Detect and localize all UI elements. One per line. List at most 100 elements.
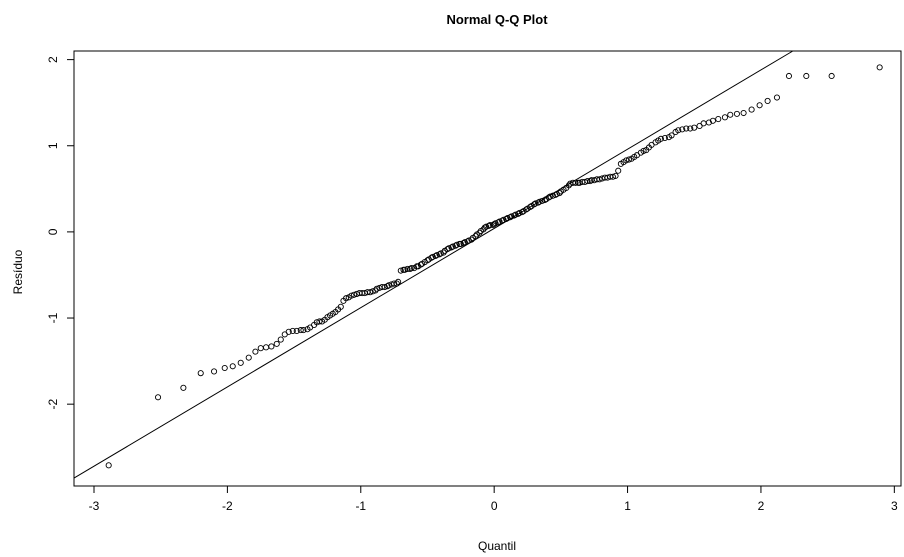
data-point [705,119,712,126]
data-point [445,245,452,252]
data-point [429,253,436,260]
data-point [675,127,682,134]
data-point [348,292,355,299]
data-point [552,191,559,198]
axes: -3 -2 -1 0 1 2 3 -2 -1 0 1 2 [46,56,898,513]
data-point [640,147,647,154]
data-point [764,97,771,105]
y-tick-label: -2 [46,399,60,410]
data-point [351,291,358,298]
data-point [393,280,400,287]
data-point [740,109,747,117]
data-point [263,344,270,351]
data-point [285,328,292,335]
data-point [316,318,323,325]
data-point [245,354,252,361]
data-point [293,327,300,335]
data-point [727,111,734,118]
y-axis-label: Resíduo [11,249,25,294]
data-point [289,327,296,335]
data-point [407,265,414,272]
data-point [464,238,471,245]
data-point [828,72,835,80]
data-point [461,239,468,246]
data-point [499,217,506,224]
data-point [503,215,510,223]
reference-line-group [73,50,794,479]
data-point [491,221,498,228]
data-point [500,216,507,223]
data-point [511,212,518,219]
plot-frame [73,50,902,487]
data-point [532,200,539,207]
data-point [547,193,554,200]
data-point [457,240,464,248]
data-point [448,244,455,251]
data-point [481,224,488,231]
data-point [596,176,603,183]
data-point [508,213,515,220]
data-point [668,132,675,139]
data-point [556,190,563,197]
data-point [691,124,698,131]
data-point [516,209,523,216]
x-tick-label: 3 [891,499,898,513]
reference-line [73,50,794,479]
data-point [472,233,479,240]
data-point [539,197,546,204]
data-point [803,72,810,80]
data-point [252,348,259,355]
data-point [343,295,350,302]
data-point [612,172,619,179]
data-point [683,125,690,132]
x-tick-label: -1 [355,499,366,513]
data-point [154,394,162,401]
data-point [507,214,514,221]
x-tick-label: 1 [624,499,631,513]
data-point [385,282,392,289]
data-point [257,345,264,352]
data-point [229,363,236,370]
data-point [587,178,594,185]
data-point [404,265,411,272]
data-point [384,283,391,290]
data-point [105,462,112,469]
data-point [395,278,402,285]
data-point [709,117,716,124]
x-tick-label: 2 [758,499,765,513]
data-point [221,364,228,372]
data-point [483,223,490,230]
data-point [453,241,460,248]
data-point [391,280,398,287]
data-point [428,254,435,261]
data-point [452,242,459,249]
y-tick-label: -1 [46,312,60,323]
data-point [512,211,519,218]
data-point [773,94,781,101]
data-point [623,157,630,164]
data-point [700,120,707,127]
data-point [440,249,447,256]
data-point [504,215,511,222]
data-point [687,125,694,132]
x-tick-label: -2 [222,499,233,513]
data-point [444,246,451,253]
data-point [300,327,307,334]
data-point [273,340,280,347]
data-points [105,64,883,469]
data-point [268,343,275,350]
data-point [277,336,284,343]
data-point [237,359,244,366]
data-point [492,220,499,227]
data-point [476,229,483,236]
data-point [449,243,456,250]
data-point [180,384,187,391]
data-point [337,303,344,310]
data-point [679,126,686,133]
data-point [432,252,439,260]
data-point [545,194,552,201]
data-point [615,167,622,174]
data-point [536,198,543,205]
data-point [625,156,632,163]
data-point [733,110,740,117]
